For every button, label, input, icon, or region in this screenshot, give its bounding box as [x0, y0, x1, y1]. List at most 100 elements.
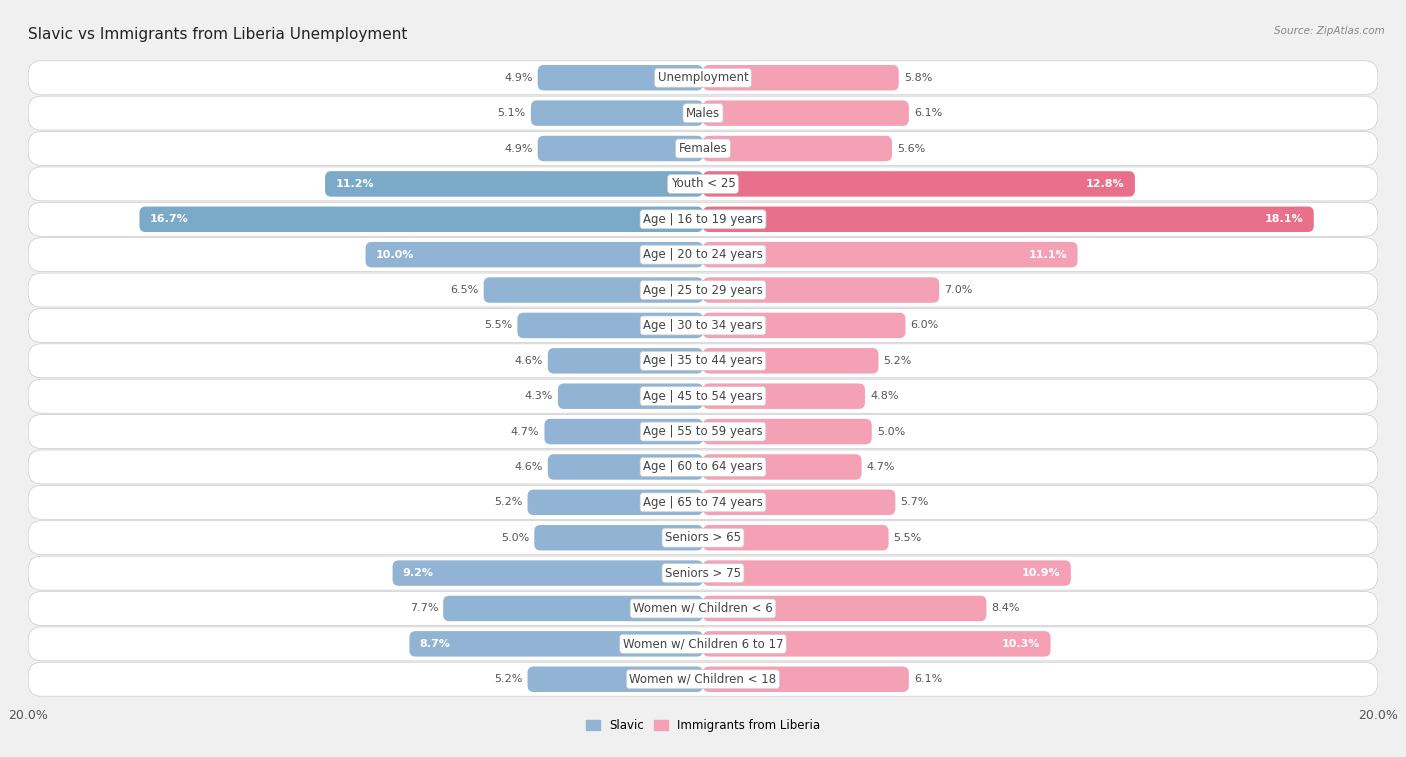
FancyBboxPatch shape — [548, 348, 703, 373]
Text: Age | 65 to 74 years: Age | 65 to 74 years — [643, 496, 763, 509]
Text: 18.1%: 18.1% — [1265, 214, 1303, 224]
FancyBboxPatch shape — [28, 379, 1378, 413]
Text: Seniors > 75: Seniors > 75 — [665, 566, 741, 580]
Text: Age | 30 to 34 years: Age | 30 to 34 years — [643, 319, 763, 332]
Text: Women w/ Children < 18: Women w/ Children < 18 — [630, 673, 776, 686]
FancyBboxPatch shape — [548, 454, 703, 480]
Text: 4.3%: 4.3% — [524, 391, 553, 401]
FancyBboxPatch shape — [703, 454, 862, 480]
FancyBboxPatch shape — [28, 273, 1378, 307]
FancyBboxPatch shape — [703, 560, 1071, 586]
FancyBboxPatch shape — [703, 277, 939, 303]
FancyBboxPatch shape — [28, 556, 1378, 590]
Text: 9.2%: 9.2% — [402, 568, 433, 578]
FancyBboxPatch shape — [28, 61, 1378, 95]
Text: Age | 25 to 29 years: Age | 25 to 29 years — [643, 284, 763, 297]
FancyBboxPatch shape — [703, 242, 1077, 267]
FancyBboxPatch shape — [443, 596, 703, 621]
FancyBboxPatch shape — [28, 238, 1378, 272]
Text: Females: Females — [679, 142, 727, 155]
FancyBboxPatch shape — [28, 521, 1378, 555]
Text: 5.2%: 5.2% — [494, 497, 523, 507]
Text: 11.1%: 11.1% — [1029, 250, 1067, 260]
FancyBboxPatch shape — [703, 101, 908, 126]
Text: 16.7%: 16.7% — [149, 214, 188, 224]
Text: 5.7%: 5.7% — [900, 497, 929, 507]
FancyBboxPatch shape — [703, 313, 905, 338]
FancyBboxPatch shape — [527, 490, 703, 515]
FancyBboxPatch shape — [703, 348, 879, 373]
Text: 5.2%: 5.2% — [883, 356, 912, 366]
FancyBboxPatch shape — [703, 631, 1050, 656]
FancyBboxPatch shape — [28, 308, 1378, 342]
FancyBboxPatch shape — [28, 662, 1378, 696]
FancyBboxPatch shape — [544, 419, 703, 444]
Text: Age | 60 to 64 years: Age | 60 to 64 years — [643, 460, 763, 473]
Text: Women w/ Children < 6: Women w/ Children < 6 — [633, 602, 773, 615]
FancyBboxPatch shape — [325, 171, 703, 197]
FancyBboxPatch shape — [703, 207, 1313, 232]
FancyBboxPatch shape — [537, 65, 703, 91]
Text: 6.1%: 6.1% — [914, 674, 942, 684]
Text: 4.8%: 4.8% — [870, 391, 898, 401]
Text: 5.5%: 5.5% — [484, 320, 512, 330]
Text: 11.2%: 11.2% — [335, 179, 374, 189]
FancyBboxPatch shape — [703, 666, 908, 692]
Text: Youth < 25: Youth < 25 — [671, 177, 735, 191]
FancyBboxPatch shape — [537, 136, 703, 161]
FancyBboxPatch shape — [484, 277, 703, 303]
FancyBboxPatch shape — [703, 65, 898, 91]
Text: Women w/ Children 6 to 17: Women w/ Children 6 to 17 — [623, 637, 783, 650]
Text: Age | 20 to 24 years: Age | 20 to 24 years — [643, 248, 763, 261]
Text: 4.9%: 4.9% — [505, 73, 533, 83]
FancyBboxPatch shape — [703, 171, 1135, 197]
FancyBboxPatch shape — [28, 202, 1378, 236]
FancyBboxPatch shape — [28, 627, 1378, 661]
FancyBboxPatch shape — [534, 525, 703, 550]
FancyBboxPatch shape — [28, 96, 1378, 130]
Text: 12.8%: 12.8% — [1087, 179, 1125, 189]
FancyBboxPatch shape — [517, 313, 703, 338]
FancyBboxPatch shape — [28, 344, 1378, 378]
Text: 5.8%: 5.8% — [904, 73, 932, 83]
FancyBboxPatch shape — [703, 525, 889, 550]
FancyBboxPatch shape — [703, 490, 896, 515]
Text: 4.6%: 4.6% — [515, 462, 543, 472]
FancyBboxPatch shape — [28, 132, 1378, 166]
Text: 4.9%: 4.9% — [505, 144, 533, 154]
Legend: Slavic, Immigrants from Liberia: Slavic, Immigrants from Liberia — [581, 715, 825, 737]
FancyBboxPatch shape — [527, 666, 703, 692]
Text: 10.9%: 10.9% — [1022, 568, 1060, 578]
FancyBboxPatch shape — [703, 419, 872, 444]
Text: 4.6%: 4.6% — [515, 356, 543, 366]
FancyBboxPatch shape — [703, 384, 865, 409]
Text: Source: ZipAtlas.com: Source: ZipAtlas.com — [1274, 26, 1385, 36]
Text: 5.0%: 5.0% — [877, 427, 905, 437]
FancyBboxPatch shape — [139, 207, 703, 232]
FancyBboxPatch shape — [28, 415, 1378, 449]
Text: 5.5%: 5.5% — [894, 533, 922, 543]
FancyBboxPatch shape — [703, 596, 987, 621]
FancyBboxPatch shape — [28, 167, 1378, 201]
Text: 5.6%: 5.6% — [897, 144, 925, 154]
FancyBboxPatch shape — [28, 485, 1378, 519]
Text: Males: Males — [686, 107, 720, 120]
Text: Slavic vs Immigrants from Liberia Unemployment: Slavic vs Immigrants from Liberia Unempl… — [28, 27, 408, 42]
Text: 5.0%: 5.0% — [501, 533, 529, 543]
FancyBboxPatch shape — [703, 136, 891, 161]
Text: 8.7%: 8.7% — [419, 639, 450, 649]
Text: Age | 55 to 59 years: Age | 55 to 59 years — [643, 425, 763, 438]
FancyBboxPatch shape — [392, 560, 703, 586]
Text: 5.1%: 5.1% — [498, 108, 526, 118]
FancyBboxPatch shape — [28, 591, 1378, 625]
FancyBboxPatch shape — [409, 631, 703, 656]
Text: Age | 16 to 19 years: Age | 16 to 19 years — [643, 213, 763, 226]
Text: 10.0%: 10.0% — [375, 250, 413, 260]
Text: 4.7%: 4.7% — [866, 462, 896, 472]
Text: 6.0%: 6.0% — [911, 320, 939, 330]
Text: 10.3%: 10.3% — [1002, 639, 1040, 649]
Text: Unemployment: Unemployment — [658, 71, 748, 84]
Text: 6.5%: 6.5% — [450, 285, 478, 295]
Text: 5.2%: 5.2% — [494, 674, 523, 684]
Text: 7.7%: 7.7% — [409, 603, 439, 613]
